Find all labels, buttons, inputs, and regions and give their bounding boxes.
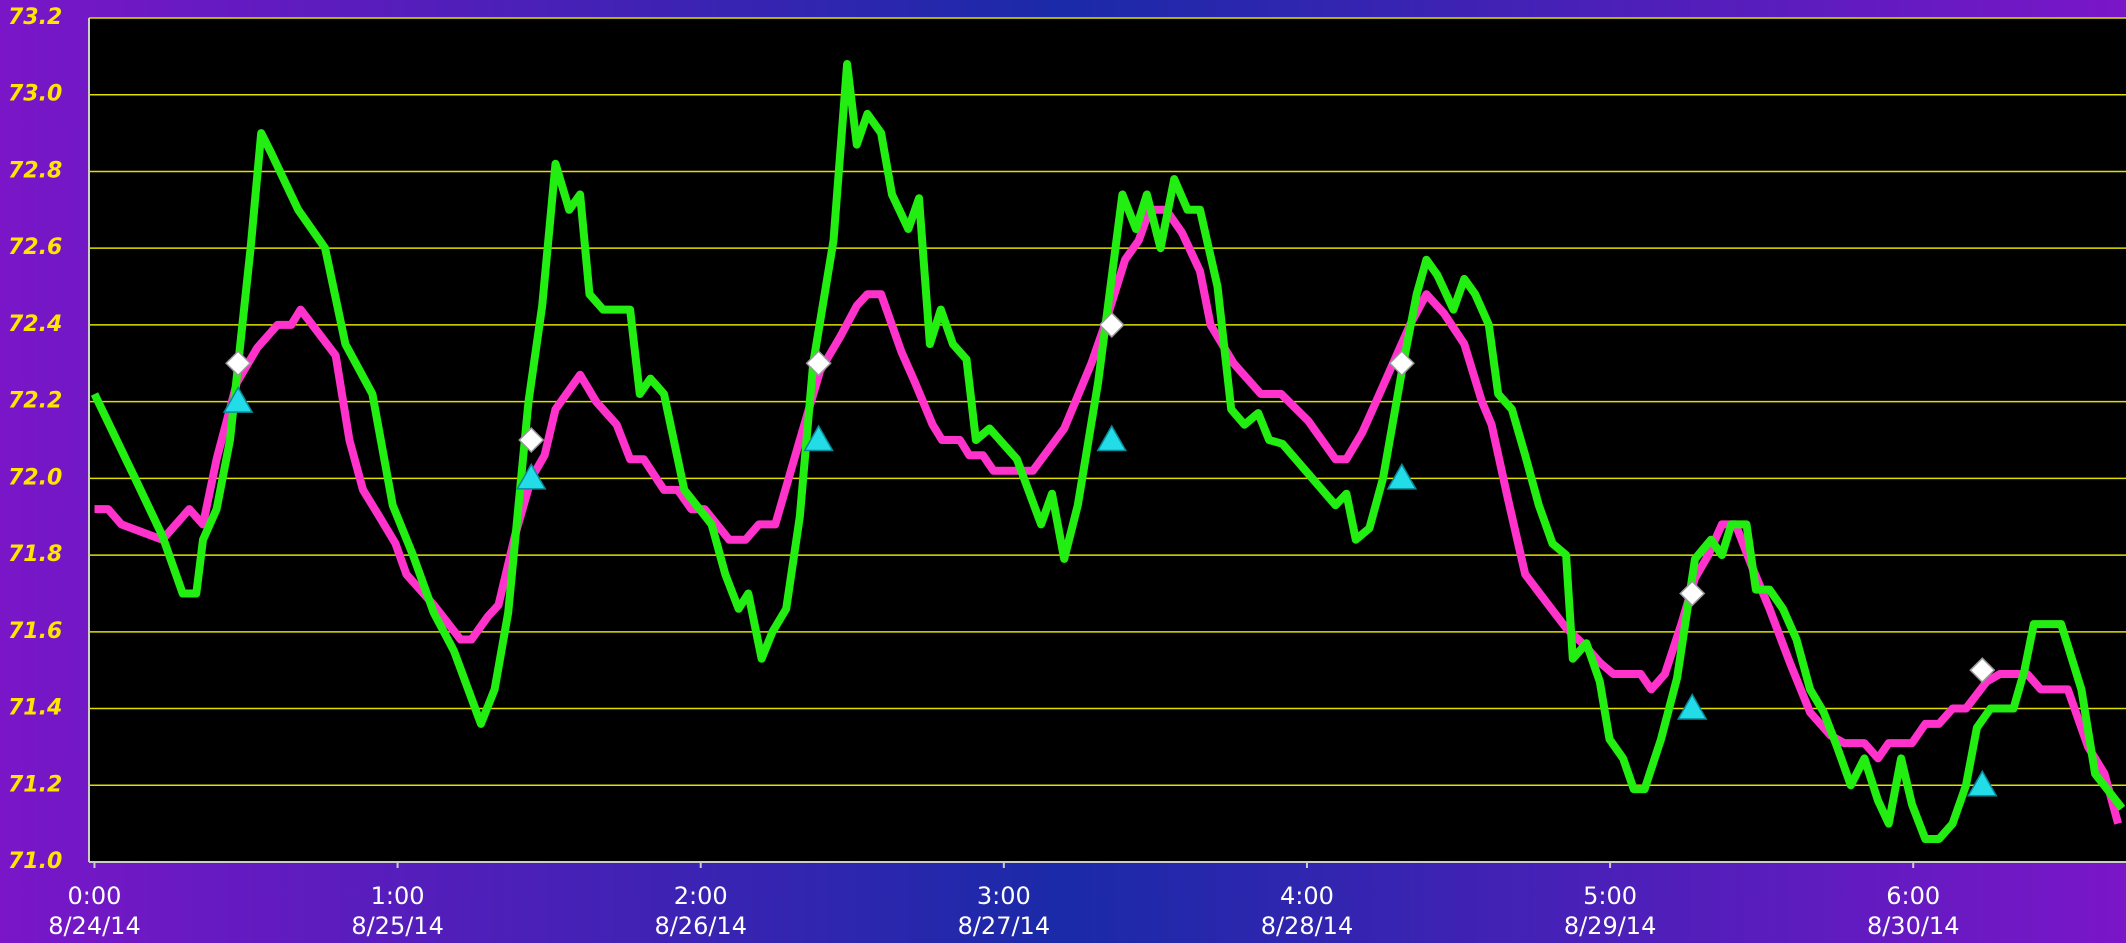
triangle-marker (222, 386, 254, 413)
x-tick-date: 8/29/14 (1564, 912, 1657, 940)
x-tick-label: 5:00 (1583, 882, 1637, 910)
triangle-marker (1676, 693, 1708, 720)
y-tick-label: 71.4 (8, 696, 62, 721)
y-tick-label: 71.6 (8, 619, 62, 644)
diamond-marker (1679, 580, 1706, 607)
triangle-marker (1096, 424, 1128, 452)
y-tick-label: 72.6 (8, 235, 62, 260)
triangle-marker (1967, 769, 1998, 797)
x-tick-label: 6:00 (1886, 882, 1940, 910)
y-tick-label: 73.0 (8, 82, 62, 107)
y-tick-label: 73.2 (8, 5, 62, 30)
triangle-marker (803, 424, 834, 452)
x-tick-date: 8/30/14 (1867, 912, 1960, 940)
x-tick-label: 0:00 (68, 882, 122, 910)
diamond-marker (805, 350, 832, 377)
x-tick-date: 8/25/14 (351, 912, 444, 940)
y-tick-label: 72.8 (8, 158, 62, 183)
diamond-marker (1098, 311, 1125, 338)
y-tick-label: 71.8 (8, 542, 62, 567)
triangle-marker (515, 462, 547, 490)
diamond-marker (225, 350, 252, 377)
x-tick-date: 8/26/14 (654, 912, 747, 940)
x-tick-date: 8/27/14 (958, 912, 1051, 940)
y-tick-label: 72.4 (8, 312, 62, 337)
x-tick-label: 3:00 (977, 882, 1031, 910)
y-tick-label: 71.0 (8, 849, 62, 874)
x-tick-label: 2:00 (674, 882, 728, 910)
x-tick-label: 1:00 (371, 882, 425, 910)
diamond-marker (1388, 350, 1415, 377)
y-tick-label: 72.0 (8, 465, 62, 490)
x-tick-date: 8/24/14 (48, 912, 141, 940)
x-tick-label: 4:00 (1280, 882, 1334, 910)
triangle-marker (1386, 462, 1418, 490)
y-tick-label: 72.2 (8, 389, 62, 414)
series-line (90, 60, 2126, 843)
diamond-marker (1969, 657, 1996, 684)
y-tick-label: 71.2 (8, 772, 62, 797)
x-tick-date: 8/28/14 (1261, 912, 1354, 940)
diamond-marker (518, 426, 545, 454)
